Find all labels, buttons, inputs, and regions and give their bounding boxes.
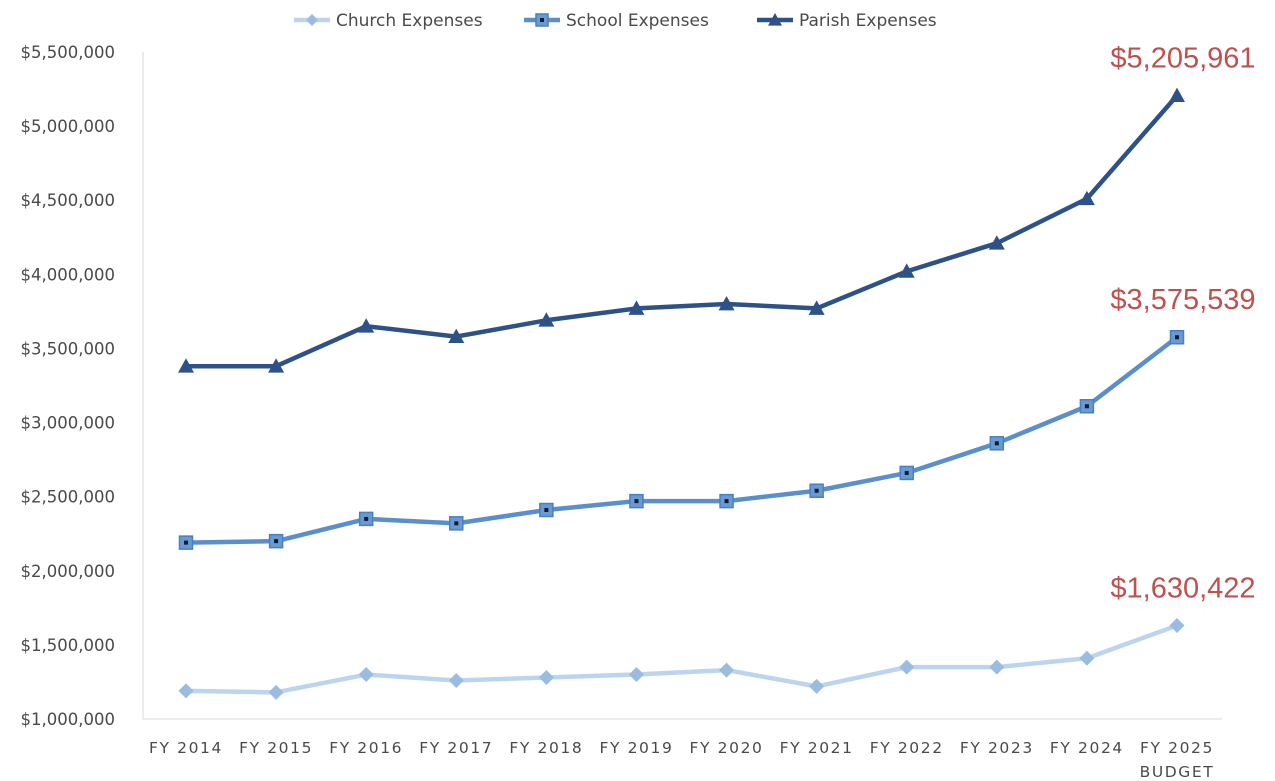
legend-label: Church Expenses bbox=[336, 11, 483, 31]
legend-marker-icon-center bbox=[540, 18, 544, 22]
x-tick-label: FY 2025 bbox=[1140, 739, 1214, 757]
y-tick-label: $2,500,000 bbox=[21, 488, 115, 507]
y-tick-label: $1,500,000 bbox=[21, 636, 115, 655]
x-tick-label: FY 2019 bbox=[599, 739, 673, 757]
school-expenses-line bbox=[183, 334, 1180, 545]
parish-point bbox=[448, 328, 465, 343]
legend-marker-icon bbox=[768, 13, 782, 26]
church-point bbox=[899, 659, 915, 675]
church-point bbox=[358, 667, 374, 683]
parish-point bbox=[358, 318, 375, 333]
church-point bbox=[268, 684, 284, 700]
school-point-center bbox=[364, 516, 369, 521]
parish-point bbox=[538, 312, 555, 327]
parish-point bbox=[898, 263, 915, 278]
x-tick-label: FY 2021 bbox=[780, 739, 854, 757]
parish-expenses-line bbox=[183, 93, 1180, 369]
school-point-center bbox=[454, 521, 459, 526]
legend-item: Parish Expenses bbox=[757, 11, 937, 31]
parish-expenses-line-group bbox=[178, 87, 1185, 373]
church-point bbox=[448, 672, 464, 688]
parish-point bbox=[628, 300, 645, 315]
y-tick-label: $4,000,000 bbox=[21, 265, 115, 284]
y-tick-label: $5,500,000 bbox=[21, 43, 115, 62]
school-point-center bbox=[274, 539, 279, 544]
church-point bbox=[989, 659, 1005, 675]
church-point bbox=[538, 669, 554, 685]
axes: $1,000,000 $1,500,000 $2,000,000 $2,500,000… bbox=[21, 43, 1222, 781]
x-tick-label: FY 2020 bbox=[690, 739, 764, 757]
series-lines bbox=[178, 87, 1185, 700]
church-expenses-line-group bbox=[178, 618, 1185, 700]
y-tick-label: $2,000,000 bbox=[21, 562, 115, 581]
school-point-center bbox=[724, 499, 729, 504]
x-tick-label: FY 2024 bbox=[1050, 739, 1124, 757]
parish-point bbox=[808, 300, 825, 315]
church-point bbox=[1169, 618, 1185, 634]
church-point bbox=[809, 678, 825, 694]
school-point-center bbox=[814, 488, 819, 493]
x-tick-label: FY 2022 bbox=[870, 739, 944, 757]
parish-point bbox=[178, 358, 194, 373]
x-tick-label: FY 2017 bbox=[419, 739, 493, 757]
church-point bbox=[719, 662, 735, 678]
legend: Church Expenses School Expenses Parish Exp… bbox=[294, 11, 937, 31]
church-point bbox=[628, 667, 644, 683]
legend-item: Church Expenses bbox=[294, 11, 483, 31]
church-expenses-line bbox=[183, 623, 1180, 695]
school-point-center bbox=[634, 499, 639, 504]
school-point-center bbox=[544, 508, 549, 513]
parish-point bbox=[1169, 87, 1185, 102]
x-tick-label: FY 2023 bbox=[960, 739, 1034, 757]
x-tick-label: FY 2014 bbox=[149, 739, 223, 757]
x-tick-label: FY 2016 bbox=[329, 739, 403, 757]
value-callout: $3,575,539 bbox=[1110, 284, 1255, 316]
y-tick-label: $1,000,000 bbox=[21, 710, 115, 729]
school-point-center bbox=[184, 540, 188, 545]
x-tick-label: FY 2015 bbox=[239, 739, 313, 757]
parish-point bbox=[1078, 190, 1095, 206]
church-point bbox=[1079, 650, 1095, 666]
legend-label: School Expenses bbox=[566, 11, 709, 31]
y-tick-label: $5,000,000 bbox=[21, 117, 115, 136]
x-tick-label: FY 2018 bbox=[509, 739, 583, 757]
y-tick-label: $3,500,000 bbox=[21, 339, 115, 358]
school-point-center bbox=[994, 441, 999, 446]
y-tick-label: $3,000,000 bbox=[21, 414, 115, 433]
parish-point bbox=[718, 295, 735, 311]
value-callout: $5,205,961 bbox=[1110, 43, 1255, 75]
school-expenses-line-group bbox=[178, 329, 1185, 550]
annotations: $5,205,961 $3,575,539 $1,630,422 bbox=[1110, 43, 1255, 605]
parish-point bbox=[268, 358, 285, 373]
x-tick-sublabel: BUDGET bbox=[1140, 763, 1215, 781]
church-point bbox=[178, 683, 194, 699]
value-callout: $1,630,422 bbox=[1110, 573, 1255, 605]
legend-marker-icon bbox=[306, 14, 318, 26]
legend-item: School Expenses bbox=[524, 11, 709, 31]
school-point-center bbox=[1084, 404, 1089, 409]
y-tick-label: $4,500,000 bbox=[21, 191, 115, 210]
school-point-center bbox=[904, 470, 909, 475]
school-point-center bbox=[1175, 335, 1179, 340]
legend-label: Parish Expenses bbox=[799, 11, 937, 31]
parish-point bbox=[988, 235, 1005, 250]
